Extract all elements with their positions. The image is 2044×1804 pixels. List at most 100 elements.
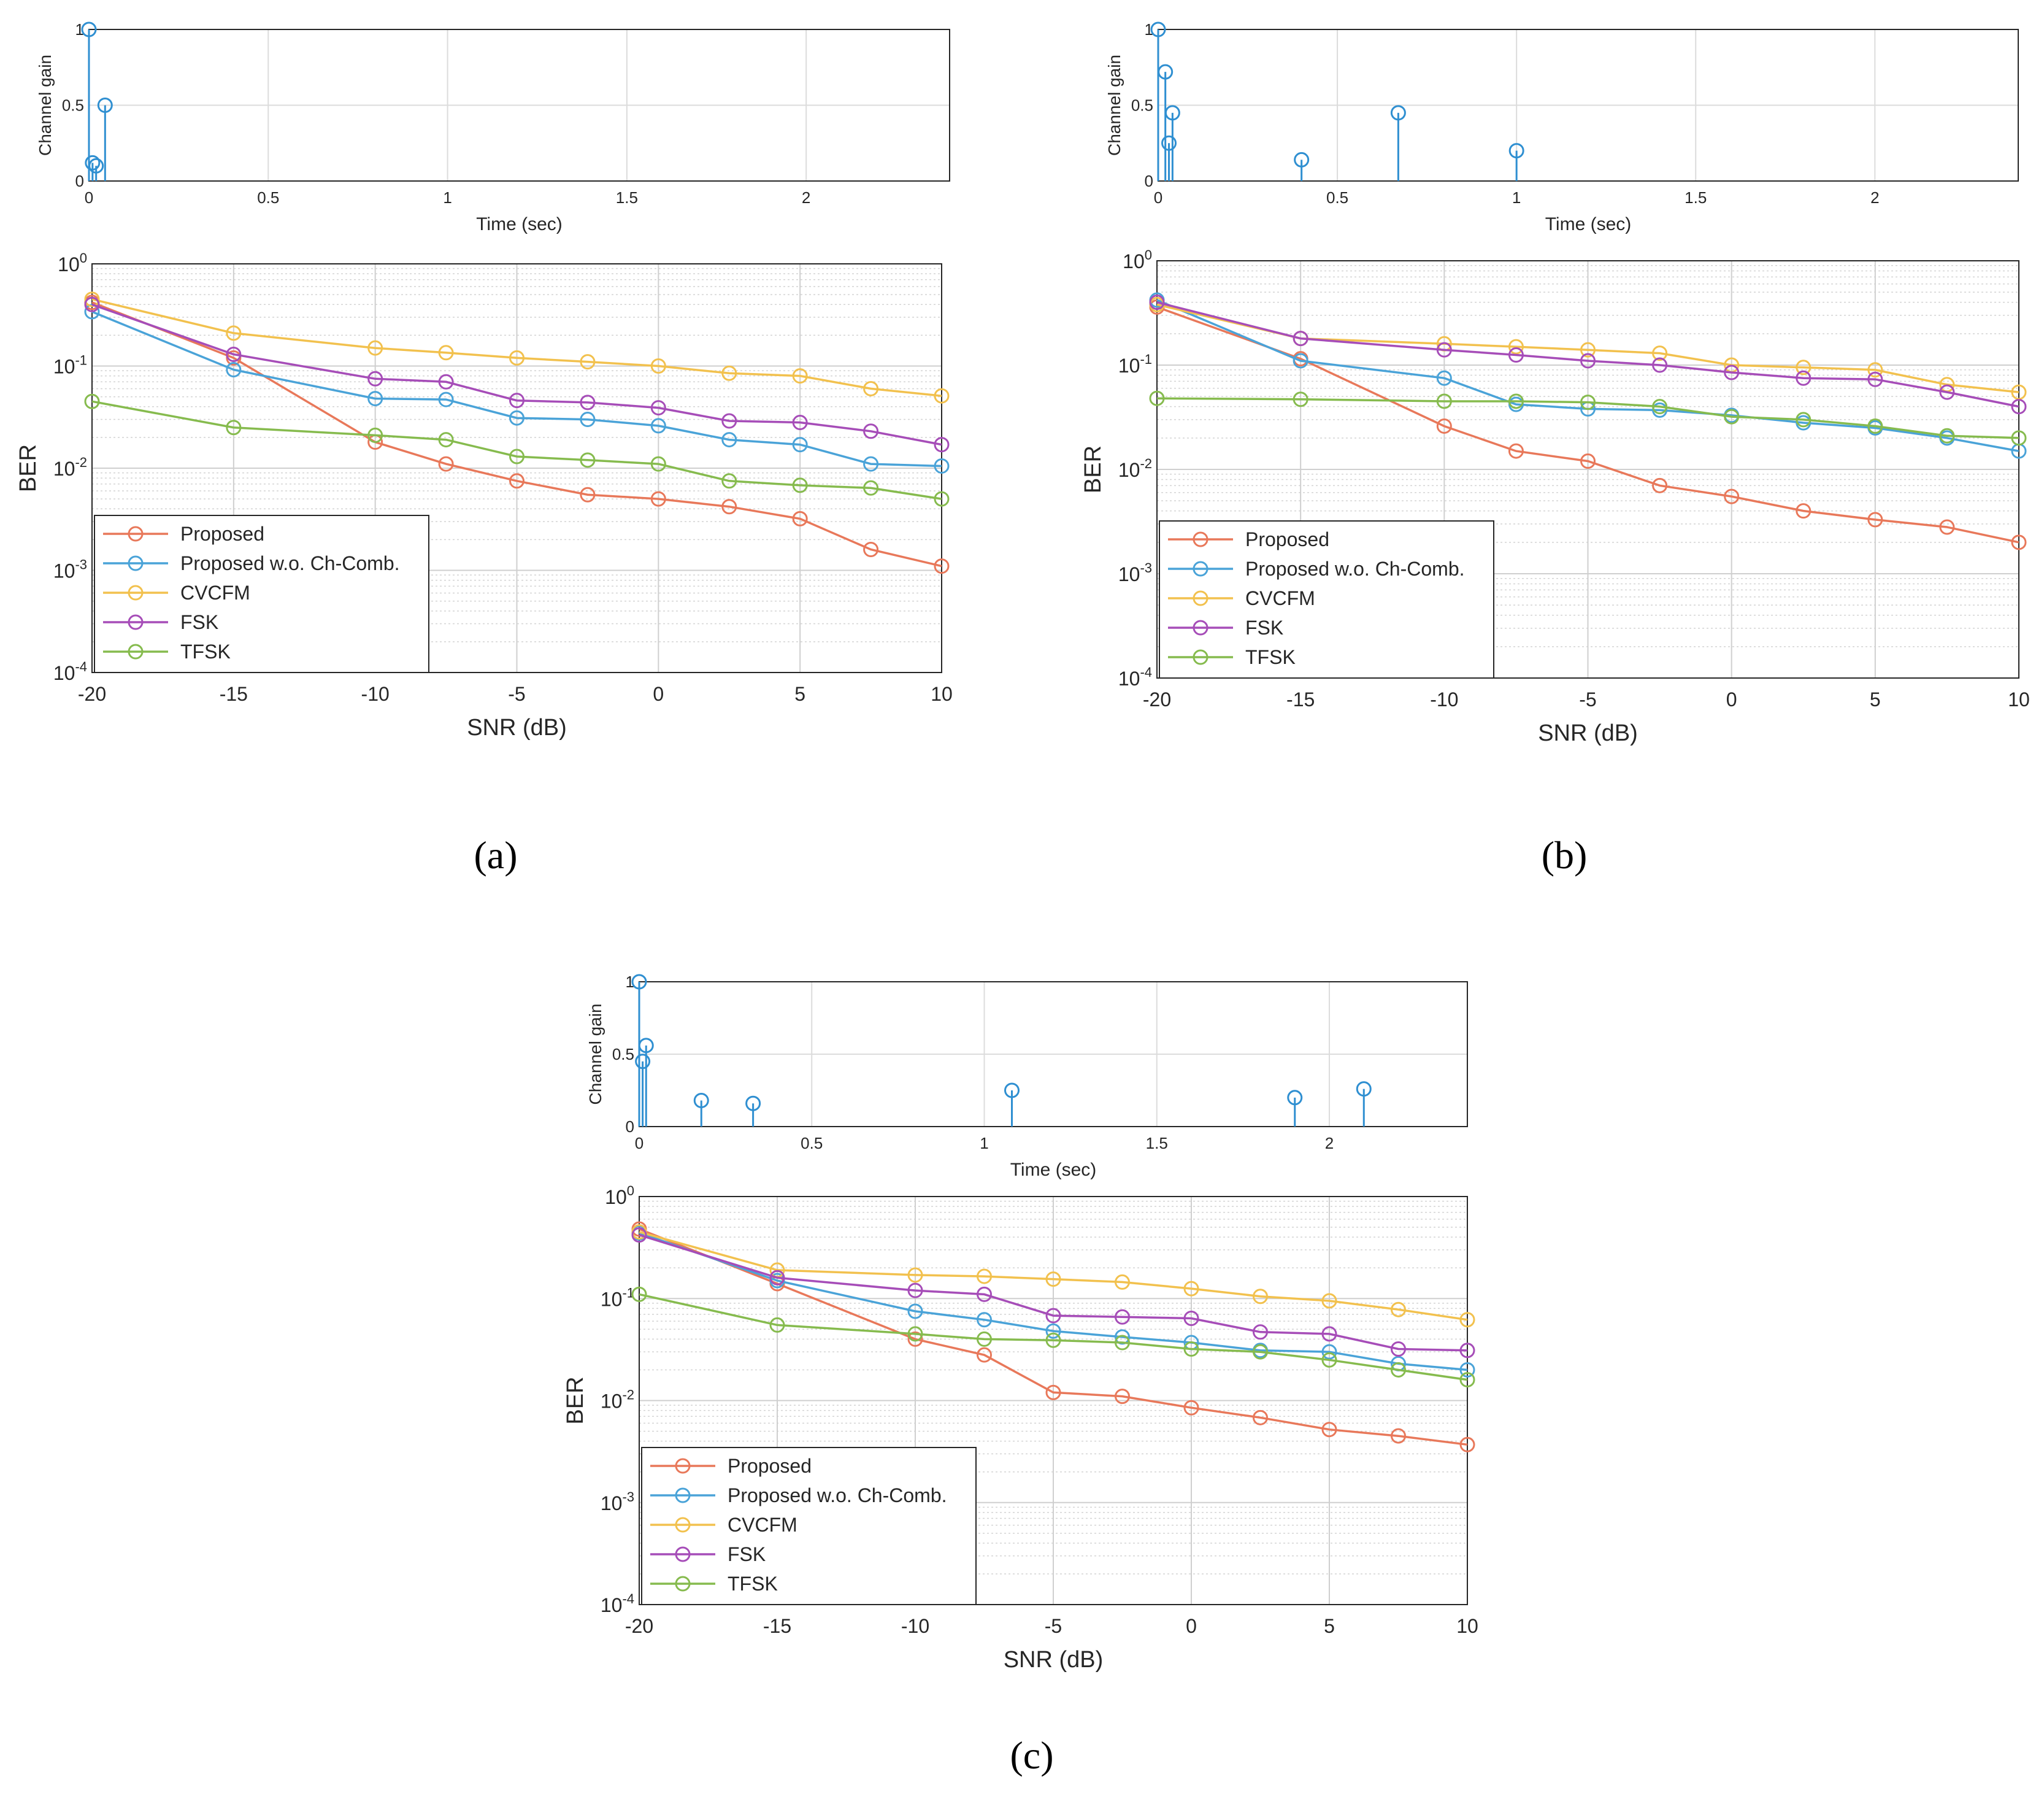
stem-marker [638,1038,654,1054]
data-point-marker [580,395,596,411]
data-point-marker [907,1282,923,1298]
impulse-ytick-label: 1 [626,973,634,991]
data-point-marker [721,473,737,489]
data-point-marker [769,1317,785,1333]
impulse-xtick-label: 2 [1325,1134,1334,1152]
impulse-ytick-label: 1 [75,20,84,39]
data-point-marker [1652,345,1668,361]
data-point-marker [792,511,808,526]
series-proposed-w-o-ch-comb- [631,1225,1475,1378]
impulse-xtick-label: 2 [802,188,810,207]
ber-ytick-label: 10-3 [1118,560,1152,585]
data-point-marker [438,345,454,361]
data-point-marker [1796,412,1812,428]
stem-marker [85,155,101,171]
data-point-marker [1115,1309,1130,1325]
ber-axes-frame [639,1196,1468,1605]
data-point-marker [1652,399,1668,415]
data-point-marker [650,418,666,434]
legend-label: CVCFM [1245,587,1315,609]
series-line [91,310,942,468]
impulse-xtick-label: 1.5 [1146,1134,1168,1152]
data-point-marker [226,347,242,363]
ber-ylabel: BER [15,444,41,492]
impulse-plot: 0 0.5 1 1.5 2 0 0.5 1 Time (sec) Channel gain [586,973,1468,1180]
ber-xtick-label: -10 [901,1615,929,1637]
data-point-marker [1045,1332,1061,1348]
data-point-marker [367,340,383,356]
data-point-marker [721,413,737,429]
ber-xtick-label: 10 [2008,688,2030,711]
data-point-marker [1391,1341,1406,1357]
ber-xtick-label: 10 [931,683,953,705]
impulse-xtick-label: 0 [635,1134,644,1152]
series-tfsk [84,393,950,507]
stem-marker [1161,135,1177,151]
legend-marker-sample [1193,649,1208,665]
data-point-marker [1321,1326,1337,1342]
data-point-marker [226,420,242,436]
ber-xtick-label: -15 [763,1615,791,1637]
legend-marker-sample [1193,531,1208,547]
data-point-marker [650,400,666,416]
data-point-marker [509,393,524,409]
panel-a: 0 0.5 1 1.5 2 0 0.5 1 Time (sec) Channel gain 10-4… [15,20,953,877]
data-point-marker [1580,395,1596,411]
data-point-marker [1293,353,1308,369]
data-point-marker [1508,347,1524,363]
ber-xtick-label: 0 [1726,688,1737,711]
ber-xtick-label: -20 [1143,688,1171,711]
data-point-marker [977,1347,992,1363]
impulse-xtick-label: 1 [1512,188,1521,207]
impulse-ylabel: Channel gain [36,55,55,156]
legend-label: Proposed [1245,528,1329,550]
legend-box [641,1447,977,1605]
impulse-ytick-label: 0 [626,1117,634,1136]
series-line [639,1293,1468,1381]
series-cvcfm [631,1224,1475,1328]
legend-box [94,515,429,673]
legend-label: FSK [1245,617,1283,639]
legend-label: FSK [728,1543,766,1565]
ber-ytick-label: 10-3 [53,557,87,582]
series-cvcfm [84,291,950,404]
series-line [1156,306,2019,544]
stem-marker [1164,105,1180,121]
series-line [91,303,942,446]
data-point-marker [792,477,808,493]
data-point-marker [1045,1271,1061,1287]
ber-plot: 10-4 10-3 10-2 10-1 100 -20 -15 -10 -5 0 5 10 Propos… [15,250,953,741]
data-point-marker [1939,384,1955,400]
data-point-marker [1115,1274,1130,1290]
data-point-marker [650,358,666,374]
ber-xtick-label: -15 [1286,688,1315,711]
legend-marker-sample [675,1458,691,1474]
data-point-marker [1459,1362,1475,1378]
ber-ytick-label: 10-4 [53,659,87,684]
legend-label: Proposed [180,523,264,545]
data-point-marker [792,437,808,453]
impulse-ytick-label: 0.5 [1131,96,1153,115]
impulse-plot: 0 0.5 1 1.5 2 0 0.5 1 Time (sec) Channel gain [36,20,950,234]
legend: Proposed Proposed w.o. Ch-Comb. CVCFM FSK TF… [94,515,429,673]
ber-ytick-label: 10-2 [1118,456,1152,481]
legend-label: CVCFM [728,1514,797,1536]
impulse-xtick-label: 1.5 [616,188,638,207]
data-point-marker [863,542,879,558]
ber-xtick-label: -5 [1045,1615,1062,1637]
series-line [91,298,942,397]
data-point-marker [1321,1344,1337,1360]
stem-marker [1294,152,1310,168]
data-point-marker [1253,1344,1268,1360]
data-point-marker [1459,1372,1475,1388]
data-point-marker [2011,384,2027,400]
data-point-marker [1580,342,1596,358]
data-point-marker [1580,353,1596,369]
impulse-xtick-label: 1 [980,1134,988,1152]
data-point-marker [1391,1301,1406,1317]
data-point-marker [1391,1428,1406,1444]
series-line [1156,303,2019,393]
data-point-marker [977,1331,992,1347]
legend-label: Proposed w.o. Ch-Comb. [180,552,400,574]
ber-xtick-label: -10 [361,683,390,705]
